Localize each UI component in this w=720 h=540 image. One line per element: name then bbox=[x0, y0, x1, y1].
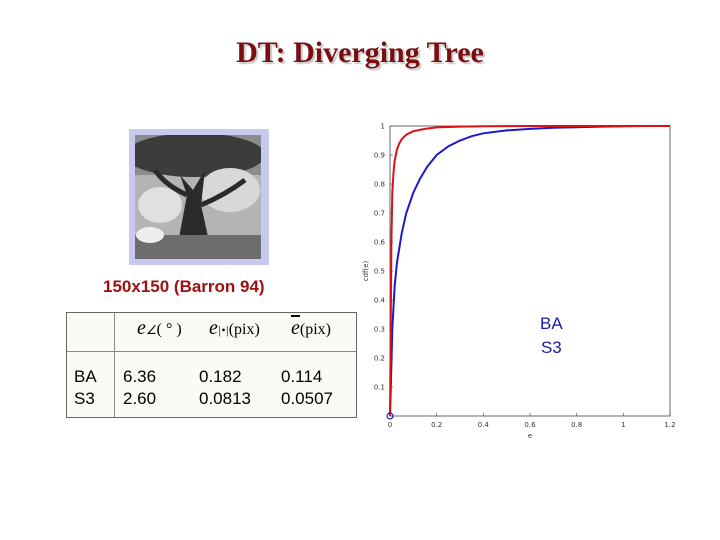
method-column: BA S3 bbox=[74, 366, 97, 410]
x-tick-label: 1.2 bbox=[664, 421, 675, 429]
cdf-chart: 0.1 0.2 0.3 0.4 0.5 0.6 0.7 0.8 0.9 1 0 0.2 0.4 0.6 0.… bbox=[362, 123, 676, 441]
mean-s3: 0.0507 bbox=[281, 389, 333, 408]
x-tick-label: 0.4 bbox=[478, 421, 490, 429]
error-table: e∠( ° ) e|•|(pix) e(pix) BA S3 6.36 2.60… bbox=[66, 312, 357, 418]
y-tick-label: 1 bbox=[381, 123, 385, 131]
y-tick-label: 0.5 bbox=[374, 268, 385, 276]
y-tick-label: 0.8 bbox=[374, 181, 385, 189]
angular-ba: 6.36 bbox=[123, 367, 157, 386]
y-tick-label: 0.7 bbox=[374, 210, 385, 218]
y-tick-label: 0.1 bbox=[374, 384, 385, 392]
legend-item-ba: BA bbox=[540, 314, 563, 333]
series-line-s3 bbox=[389, 125, 670, 417]
plot-area bbox=[389, 125, 671, 417]
series-line-ba bbox=[389, 125, 670, 417]
image-caption: 150x150 (Barron 94) bbox=[103, 277, 265, 296]
angular-s3: 2.60 bbox=[123, 389, 157, 408]
norm-ba: 0.182 bbox=[199, 367, 242, 386]
slide-title: DT: Diverging Tree bbox=[236, 36, 484, 69]
thumbnail-frame bbox=[129, 129, 269, 265]
y-tick-label: 0.3 bbox=[374, 326, 385, 334]
diverging-tree-thumbnail bbox=[135, 135, 261, 259]
method-ba: BA bbox=[74, 367, 97, 386]
x-axis-label: e bbox=[528, 432, 532, 440]
table-header-row: e∠( ° ) e|•|(pix) e(pix) bbox=[67, 313, 356, 352]
mean-column: 0.114 0.0507 bbox=[281, 366, 333, 410]
y-tick-label: 0.4 bbox=[374, 297, 386, 305]
x-tick-label: 0.2 bbox=[431, 421, 442, 429]
angular-column: 6.36 2.60 bbox=[123, 366, 156, 410]
legend: BA S3 bbox=[540, 312, 563, 360]
x-tick-label: 1 bbox=[621, 421, 625, 429]
header-norm-error: e|•|(pix) bbox=[209, 317, 260, 339]
y-tick-label: 0.2 bbox=[374, 355, 385, 363]
origin-marker bbox=[386, 412, 394, 420]
y-tick-label: 0.6 bbox=[374, 239, 386, 247]
x-tick-label: 0.6 bbox=[524, 421, 536, 429]
y-tick-label: 0.9 bbox=[374, 152, 385, 160]
y-axis-label: cdf(e) bbox=[362, 260, 370, 281]
method-s3: S3 bbox=[74, 389, 95, 408]
header-mean-error: e(pix) bbox=[291, 317, 331, 339]
header-angular-error: e∠( ° ) bbox=[137, 317, 182, 339]
x-tick-label: 0 bbox=[388, 421, 392, 429]
norm-s3: 0.0813 bbox=[199, 389, 251, 408]
table-divider bbox=[114, 313, 115, 417]
legend-item-s3: S3 bbox=[540, 338, 562, 357]
norm-column: 0.182 0.0813 bbox=[199, 366, 251, 410]
x-tick-label: 0.8 bbox=[571, 421, 582, 429]
mean-ba: 0.114 bbox=[281, 367, 323, 386]
